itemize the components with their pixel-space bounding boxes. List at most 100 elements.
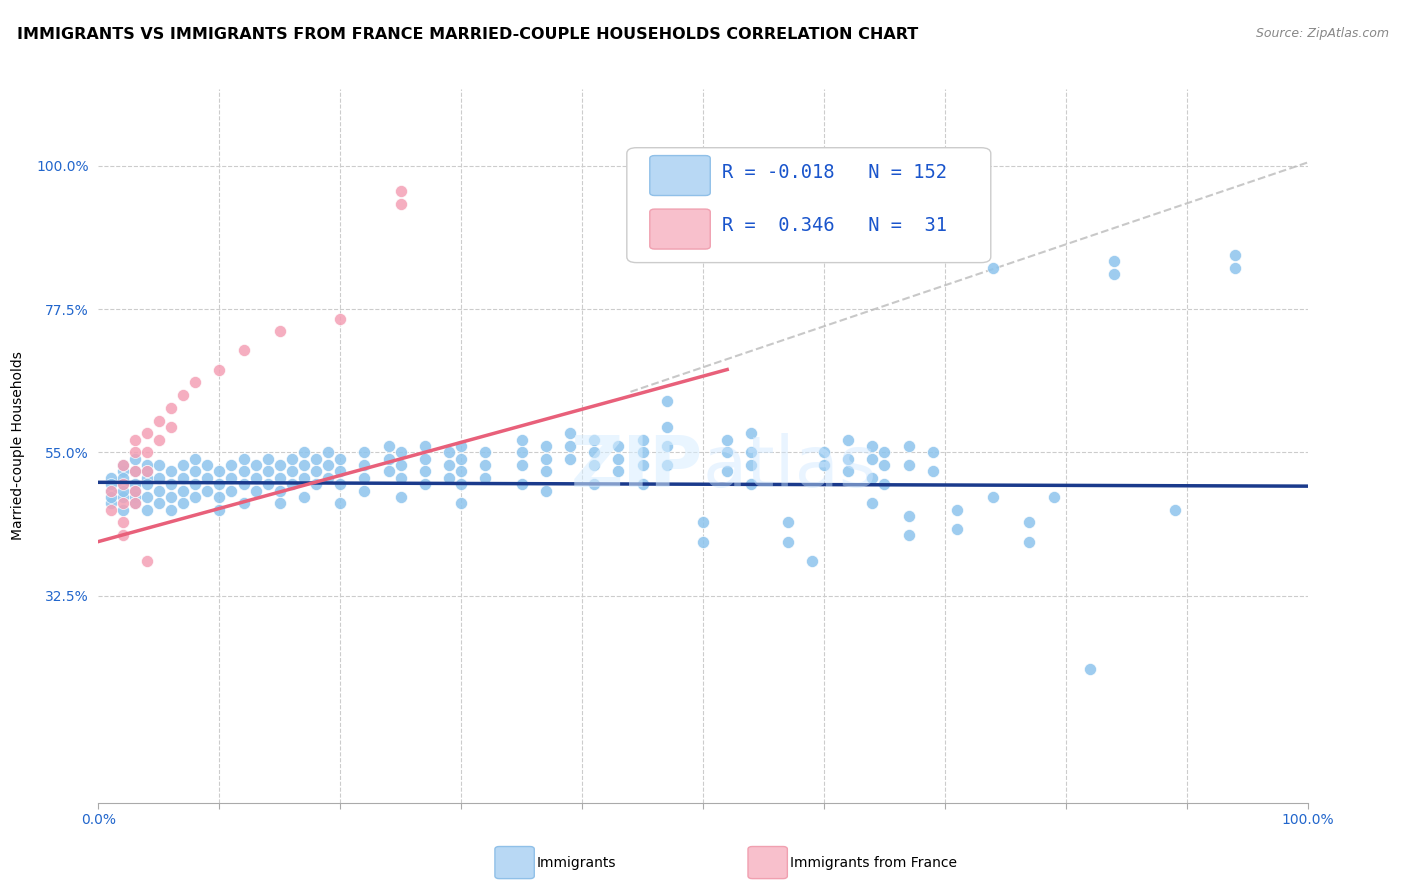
Point [510,445,533,459]
Point [631,477,654,491]
Point [232,343,254,358]
Point [1018,534,1040,549]
Point [450,465,472,479]
Point [292,471,315,485]
Point [776,516,799,530]
Point [269,458,291,472]
Point [221,483,243,498]
Point [100,496,122,510]
Point [100,471,122,485]
Point [111,483,134,498]
Point [873,477,896,491]
Point [111,516,134,530]
Point [740,426,762,441]
Point [558,451,581,466]
Point [172,471,194,485]
Point [160,477,183,491]
Point [897,458,920,472]
Point [124,496,146,510]
Point [292,458,315,472]
Point [232,477,254,491]
Point [160,401,183,415]
Point [510,433,533,447]
Point [305,477,328,491]
Point [389,471,412,485]
Point [184,451,207,466]
Point [583,433,606,447]
Point [450,439,472,453]
Point [135,458,157,472]
Point [450,477,472,491]
Point [256,451,278,466]
Point [135,477,157,491]
Point [873,458,896,472]
Point [377,465,399,479]
Point [292,490,315,504]
Point [413,465,436,479]
Point [510,477,533,491]
Point [897,439,920,453]
Point [329,451,352,466]
Point [558,439,581,453]
Point [607,451,630,466]
Text: IMMIGRANTS VS IMMIGRANTS FROM FRANCE MARRIED-COUPLE HOUSEHOLDS CORRELATION CHART: IMMIGRANTS VS IMMIGRANTS FROM FRANCE MAR… [17,27,918,42]
Point [100,483,122,498]
Point [111,477,134,491]
Point [583,458,606,472]
Text: Immigrants: Immigrants [537,855,617,870]
Point [100,483,122,498]
Point [716,433,738,447]
FancyBboxPatch shape [650,155,710,195]
Point [353,471,375,485]
Point [232,465,254,479]
Point [981,260,1004,275]
Point [111,458,134,472]
Point [413,477,436,491]
Point [353,445,375,459]
Point [148,413,170,427]
Text: atlas: atlas [703,433,877,502]
Point [124,451,146,466]
Point [111,496,134,510]
Point [740,458,762,472]
Point [716,465,738,479]
Point [631,445,654,459]
Point [329,311,352,326]
Point [450,451,472,466]
Point [221,471,243,485]
Point [172,496,194,510]
Point [1102,254,1125,268]
Point [860,439,883,453]
Point [316,458,339,472]
Point [135,465,157,479]
Point [534,439,557,453]
Point [184,465,207,479]
Point [124,465,146,479]
Point [124,490,146,504]
Point [558,426,581,441]
Point [232,451,254,466]
Point [111,528,134,542]
Point [631,458,654,472]
Point [111,458,134,472]
Point [1223,248,1246,262]
Point [655,394,678,409]
Text: ZIP: ZIP [571,433,703,502]
Point [450,496,472,510]
Point [813,445,835,459]
Point [897,509,920,524]
Point [389,490,412,504]
Point [437,445,460,459]
Point [111,477,134,491]
Point [305,465,328,479]
Point [389,445,412,459]
Point [172,483,194,498]
Point [316,471,339,485]
Point [100,490,122,504]
Point [148,471,170,485]
Point [316,445,339,459]
Point [897,528,920,542]
Point [860,471,883,485]
Point [1163,502,1185,516]
FancyBboxPatch shape [627,148,991,262]
